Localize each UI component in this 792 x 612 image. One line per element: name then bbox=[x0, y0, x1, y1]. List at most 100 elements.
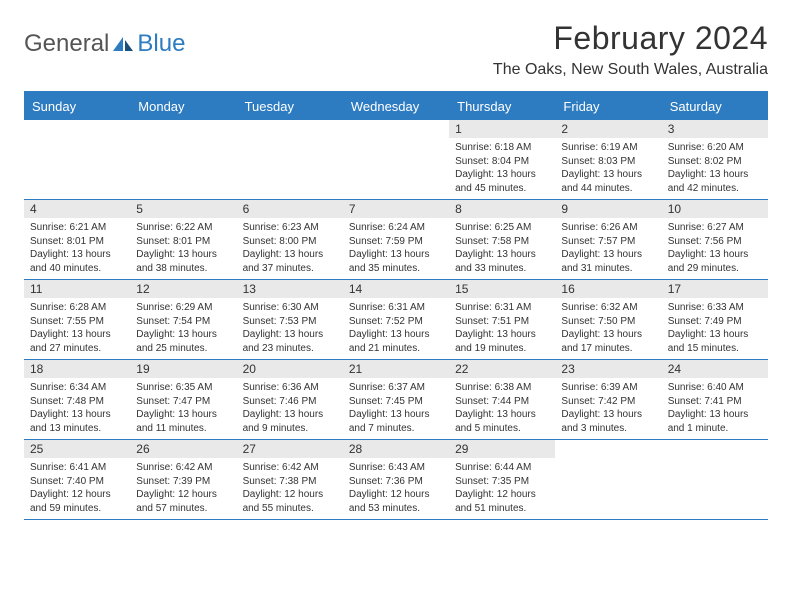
calendar-day-cell: 25 Sunrise: 6:41 AMSunset: 7:40 PMDayligh… bbox=[24, 440, 130, 519]
day-number-bar: 4 bbox=[24, 200, 130, 218]
day-number: 28 bbox=[349, 442, 443, 456]
day-number: 24 bbox=[668, 362, 762, 376]
calendar-day-cell: 20Sunrise: 6:36 AMSunset: 7:46 PMDayligh… bbox=[237, 360, 343, 439]
calendar-day-cell: 8 Sunrise: 6:25 AMSunset: 7:58 PMDaylight… bbox=[449, 200, 555, 279]
weekday-header-row: Sunday Monday Tuesday Wednesday Thursday… bbox=[24, 93, 768, 120]
calendar-day-cell: 11 Sunrise: 6:28 AMSunset: 7:55 PMDayligh… bbox=[24, 280, 130, 359]
day-number-bar: 10 bbox=[662, 200, 768, 218]
day-number: 5 bbox=[136, 202, 230, 216]
calendar-week-row: 1Sunrise: 6:18 AMSunset: 8:04 PMDaylight… bbox=[24, 120, 768, 200]
weekday-header: Monday bbox=[130, 93, 236, 120]
day-number: 9 bbox=[561, 202, 655, 216]
calendar-week-row: 18Sunrise: 6:34 AMSunset: 7:48 PMDayligh… bbox=[24, 360, 768, 440]
calendar-day-cell: 7Sunrise: 6:24 AMSunset: 7:59 PMDaylight… bbox=[343, 200, 449, 279]
day-number: 17 bbox=[668, 282, 762, 296]
day-number: 18 bbox=[30, 362, 124, 376]
day-number: 3 bbox=[668, 122, 762, 136]
calendar-day-cell: 23Sunrise: 6:39 AMSunset: 7:42 PMDayligh… bbox=[555, 360, 661, 439]
day-sun-info: Sunrise: 6:22 AMSunset: 8:01 PMDaylight:… bbox=[136, 221, 230, 275]
calendar-week-row: 4 Sunrise: 6:21 AMSunset: 8:01 PMDaylight… bbox=[24, 200, 768, 280]
day-number-bar: 28 bbox=[343, 440, 449, 458]
calendar-day-cell: 4 Sunrise: 6:21 AMSunset: 8:01 PMDaylight… bbox=[24, 200, 130, 279]
day-number: 10 bbox=[668, 202, 762, 216]
day-sun-info: Sunrise: 6:24 AMSunset: 7:59 PMDaylight:… bbox=[349, 221, 443, 275]
day-number-bar: 8 bbox=[449, 200, 555, 218]
day-sun-info: Sunrise: 6:41 AMSunset: 7:40 PMDaylight:… bbox=[30, 461, 124, 515]
weekday-header: Thursday bbox=[449, 93, 555, 120]
calendar-week-row: 11 Sunrise: 6:28 AMSunset: 7:55 PMDayligh… bbox=[24, 280, 768, 360]
calendar-page: General Blue February 2024 The Oaks, New… bbox=[0, 0, 792, 536]
day-number-bar bbox=[24, 120, 130, 138]
weekday-header: Tuesday bbox=[237, 93, 343, 120]
day-number-bar: 5 bbox=[130, 200, 236, 218]
day-number-bar: 27 bbox=[237, 440, 343, 458]
calendar-day-cell: 12 Sunrise: 6:29 AMSunset: 7:54 PMDayligh… bbox=[130, 280, 236, 359]
calendar-day-cell: 15 Sunrise: 6:31 AMSunset: 7:51 PMDayligh… bbox=[449, 280, 555, 359]
day-number: 21 bbox=[349, 362, 443, 376]
calendar-day-cell: 3Sunrise: 6:20 AMSunset: 8:02 PMDaylight… bbox=[662, 120, 768, 199]
calendar-day-cell: 1Sunrise: 6:18 AMSunset: 8:04 PMDaylight… bbox=[449, 120, 555, 199]
calendar-day-cell: 28Sunrise: 6:43 AMSunset: 7:36 PMDayligh… bbox=[343, 440, 449, 519]
calendar-day-cell: 21Sunrise: 6:37 AMSunset: 7:45 PMDayligh… bbox=[343, 360, 449, 439]
day-number-bar: 24 bbox=[662, 360, 768, 378]
day-number: 8 bbox=[455, 202, 549, 216]
day-number-bar: 9 bbox=[555, 200, 661, 218]
day-number-bar: 3 bbox=[662, 120, 768, 138]
day-sun-info: Sunrise: 6:38 AMSunset: 7:44 PMDaylight:… bbox=[455, 381, 549, 435]
day-number: 6 bbox=[243, 202, 337, 216]
calendar-day-cell: 22 Sunrise: 6:38 AMSunset: 7:44 PMDayligh… bbox=[449, 360, 555, 439]
logo-text-b: Blue bbox=[137, 30, 185, 58]
day-number: 4 bbox=[30, 202, 124, 216]
day-sun-info: Sunrise: 6:25 AMSunset: 7:58 PMDaylight:… bbox=[455, 221, 549, 275]
day-sun-info: Sunrise: 6:28 AMSunset: 7:55 PMDaylight:… bbox=[30, 301, 124, 355]
day-number: 27 bbox=[243, 442, 337, 456]
day-number-bar: 11 bbox=[24, 280, 130, 298]
day-number: 26 bbox=[136, 442, 230, 456]
day-number: 2 bbox=[561, 122, 655, 136]
day-number-bar: 19 bbox=[130, 360, 236, 378]
day-number: 13 bbox=[243, 282, 337, 296]
calendar-day-cell: 27Sunrise: 6:42 AMSunset: 7:38 PMDayligh… bbox=[237, 440, 343, 519]
weeks-container: 1Sunrise: 6:18 AMSunset: 8:04 PMDaylight… bbox=[24, 120, 768, 520]
calendar-day-cell bbox=[130, 120, 236, 199]
day-number-bar: 6 bbox=[237, 200, 343, 218]
calendar-day-cell bbox=[237, 120, 343, 199]
month-title: February 2024 bbox=[493, 20, 768, 57]
calendar-day-cell bbox=[662, 440, 768, 519]
weekday-header: Wednesday bbox=[343, 93, 449, 120]
calendar-day-cell: 5 Sunrise: 6:22 AMSunset: 8:01 PMDaylight… bbox=[130, 200, 236, 279]
day-sun-info: Sunrise: 6:31 AMSunset: 7:51 PMDaylight:… bbox=[455, 301, 549, 355]
calendar-week-row: 25 Sunrise: 6:41 AMSunset: 7:40 PMDayligh… bbox=[24, 440, 768, 520]
logo-sail-icon bbox=[113, 37, 135, 58]
day-sun-info: Sunrise: 6:27 AMSunset: 7:56 PMDaylight:… bbox=[668, 221, 762, 275]
day-sun-info: Sunrise: 6:21 AMSunset: 8:01 PMDaylight:… bbox=[30, 221, 124, 275]
day-number-bar bbox=[130, 120, 236, 138]
calendar-day-cell: 14Sunrise: 6:31 AMSunset: 7:52 PMDayligh… bbox=[343, 280, 449, 359]
day-number-bar: 15 bbox=[449, 280, 555, 298]
calendar-day-cell bbox=[24, 120, 130, 199]
calendar-day-cell: 16Sunrise: 6:32 AMSunset: 7:50 PMDayligh… bbox=[555, 280, 661, 359]
day-sun-info: Sunrise: 6:42 AMSunset: 7:39 PMDaylight:… bbox=[136, 461, 230, 515]
day-number-bar: 26 bbox=[130, 440, 236, 458]
day-number-bar: 17 bbox=[662, 280, 768, 298]
location: The Oaks, New South Wales, Australia bbox=[493, 61, 768, 79]
header: General Blue February 2024 The Oaks, New… bbox=[24, 20, 768, 79]
logo-text-a: General bbox=[24, 30, 109, 58]
day-number-bar: 2 bbox=[555, 120, 661, 138]
calendar-day-cell: 24Sunrise: 6:40 AMSunset: 7:41 PMDayligh… bbox=[662, 360, 768, 439]
day-number: 25 bbox=[30, 442, 124, 456]
day-number-bar: 22 bbox=[449, 360, 555, 378]
day-number-bar: 16 bbox=[555, 280, 661, 298]
day-sun-info: Sunrise: 6:29 AMSunset: 7:54 PMDaylight:… bbox=[136, 301, 230, 355]
day-number-bar: 25 bbox=[24, 440, 130, 458]
day-sun-info: Sunrise: 6:39 AMSunset: 7:42 PMDaylight:… bbox=[561, 381, 655, 435]
calendar-day-cell: 6Sunrise: 6:23 AMSunset: 8:00 PMDaylight… bbox=[237, 200, 343, 279]
day-sun-info: Sunrise: 6:35 AMSunset: 7:47 PMDaylight:… bbox=[136, 381, 230, 435]
calendar-day-cell: 29Sunrise: 6:44 AMSunset: 7:35 PMDayligh… bbox=[449, 440, 555, 519]
day-number-bar: 12 bbox=[130, 280, 236, 298]
calendar-day-cell: 18Sunrise: 6:34 AMSunset: 7:48 PMDayligh… bbox=[24, 360, 130, 439]
calendar-day-cell: 2 Sunrise: 6:19 AMSunset: 8:03 PMDaylight… bbox=[555, 120, 661, 199]
weekday-header: Friday bbox=[555, 93, 661, 120]
day-sun-info: Sunrise: 6:19 AMSunset: 8:03 PMDaylight:… bbox=[561, 141, 655, 195]
calendar-day-cell: 9Sunrise: 6:26 AMSunset: 7:57 PMDaylight… bbox=[555, 200, 661, 279]
